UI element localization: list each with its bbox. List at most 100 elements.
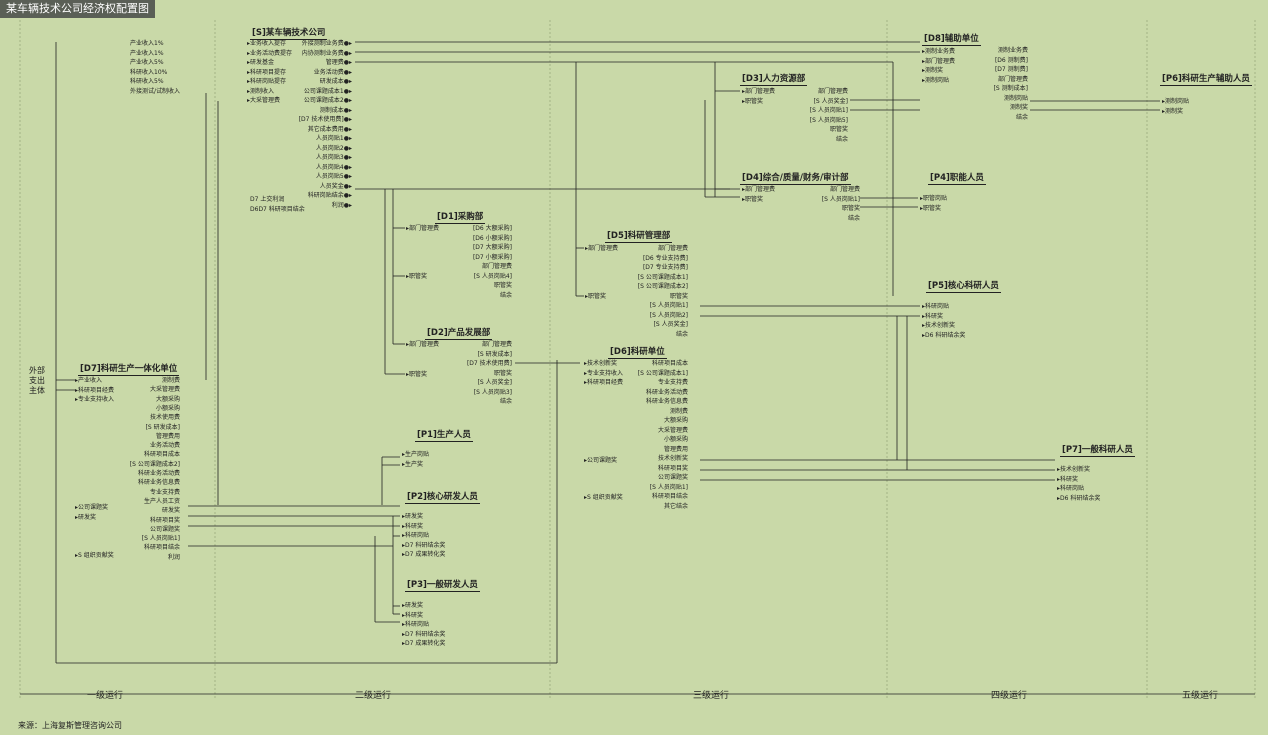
s-right-item: 内协测制业务费●▸: [301, 49, 352, 57]
unit-p1-title: [P1]生产人员: [415, 430, 473, 442]
d5-right-item: [D7 专业支持费]: [642, 264, 688, 271]
d5-right-item: 部门管理费: [657, 245, 688, 252]
s-left-item: ▸科研岗贴提存: [247, 78, 287, 85]
s-right-item: 研发成本●▸: [319, 78, 352, 85]
unit-d4-title: [D4]综合/质量/财务/审计部: [740, 173, 851, 185]
d6-right-item: [S 人员岗贴1]: [649, 483, 688, 491]
d7-right-item: 公司课题奖: [149, 525, 180, 533]
d8-right-item: 测制奖: [1009, 104, 1028, 111]
s-right-item: 外接测制业务费●▸: [301, 40, 352, 47]
d3-right-item: [S 人员岗贴5]: [809, 116, 848, 124]
d7-right-item: 生产人员工资: [143, 497, 180, 505]
d7-right-item: 利润: [167, 553, 180, 561]
d5-right-item: [S 人员岗贴1]: [649, 302, 688, 309]
unit-p3-title: [P3]一般研发人员: [405, 580, 480, 592]
p3-items-item: ▸D7 科研结余奖: [402, 630, 446, 638]
d6-right-item: 科研项目结余: [651, 493, 688, 500]
s-left-item: ▸业务活动费提存: [247, 49, 293, 57]
d6-right-item: 科研项目奖: [657, 464, 688, 472]
d3-right-item: [S 人员奖金]: [813, 97, 848, 105]
d6-right-item: 测制费: [669, 407, 688, 415]
d1-right-item: 部门管理费: [481, 263, 512, 270]
s-right-item: 其它成本费用●▸: [307, 125, 352, 133]
s-bottom-item: D7 上交利润: [250, 196, 285, 203]
unit-p5-title: [P5]核心科研人员: [926, 281, 1001, 293]
d5-right-item: [S 公司课题成本2]: [637, 283, 688, 290]
d3-left-item: ▸部门管理费: [742, 88, 776, 95]
d7-right-item: 技术使用费: [149, 414, 180, 422]
stage-5-label: 五级运行: [1182, 691, 1219, 701]
s-right-item: 人员岗贴5●▸: [315, 173, 352, 180]
d7-left-item: ▸研发奖: [75, 514, 97, 521]
p2-items-item: ▸科研奖: [402, 522, 424, 530]
diagram-title: 某车辆技术公司经济权配置图: [0, 0, 155, 18]
inflows-item: 科研收入5%: [130, 78, 164, 85]
s-right-item: 业务活动费●▸: [313, 68, 352, 76]
d4-left-item: ▸部门管理费: [742, 186, 776, 193]
p2-items-item: ▸科研岗贴: [402, 532, 430, 539]
p7-items-item: ▸科研岗贴: [1057, 485, 1085, 492]
d7-right-item: [S 研发成本]: [145, 423, 180, 431]
p6-items-item: ▸测制奖: [1162, 107, 1184, 115]
d5-right-item: 结余: [675, 330, 688, 338]
s-left-item: ▸测制收入: [247, 87, 275, 95]
p7-items-item: ▸科研奖: [1057, 475, 1079, 483]
d8-left-item: ▸测制奖: [922, 67, 944, 74]
d6-right-item: [S 公司课题成本1]: [637, 369, 688, 377]
s-right-item: [D7 技术使用费]●▸: [298, 116, 352, 123]
external-payer-line: 外部: [29, 366, 45, 375]
p2-items-item: ▸D7 成果转化奖: [402, 551, 446, 558]
d7-right-item: 研发奖: [161, 507, 180, 515]
d2-right-item: [S 研发成本]: [477, 350, 512, 358]
d6-right-item: 小额采购: [663, 436, 688, 443]
d6-left-item: ▸技术创新奖: [584, 360, 618, 367]
d5-right-item: 职管奖: [669, 292, 688, 300]
s-right-item: 测制成本●▸: [319, 106, 352, 114]
d5-right-item: [S 公司课题成本1]: [637, 273, 688, 281]
unit-p4-title: [P4]职能人员: [928, 173, 986, 185]
p3-items-item: ▸D7 成果转化奖: [402, 640, 446, 647]
stage-3-label: 三级运行: [693, 691, 730, 701]
d8-left-item: ▸测制业务费: [922, 48, 956, 55]
p5-items-item: ▸科研岗贴: [922, 303, 950, 310]
p5-items-item: ▸技术创新奖: [922, 322, 956, 329]
s-right-item: 人员岗贴4●▸: [315, 163, 352, 171]
s-right-item: 科研岗贴结余●▸: [307, 192, 352, 199]
d2-left-item: ▸职管奖: [406, 371, 428, 378]
external-payer-label: 外部 支出 主体: [29, 366, 45, 396]
d7-right-item: 管理费用: [155, 432, 180, 440]
p3-items-item: ▸科研岗贴: [402, 621, 430, 628]
d2-right-item: 职管奖: [493, 369, 512, 377]
d3-left-item: ▸职管奖: [742, 97, 764, 105]
stage-4-label: 四级运行: [991, 691, 1028, 701]
d2-right-item: 结余: [499, 398, 512, 405]
s-bottom-item: D6D7 科研项目结余: [250, 206, 305, 213]
d8-right-item: [D7 测制费]: [994, 66, 1028, 73]
d6-left-item: ▸S 组织贡献奖: [584, 494, 623, 501]
p1-items-item: ▸生产岗贴: [402, 451, 430, 458]
d7-right-item: 测制费: [161, 377, 180, 384]
d1-right-item: [D6 小额采购]: [472, 234, 512, 242]
s-left-item: ▸业务收入提存: [247, 40, 287, 47]
d6-left-item: ▸公司课题奖: [584, 457, 618, 464]
unit-d8-title: [D8]辅助单位: [922, 34, 981, 46]
stage-2-label: 二级运行: [355, 691, 392, 701]
p3-items-item: ▸研发奖: [402, 602, 424, 609]
s-right-item: 利润●▸: [331, 201, 352, 209]
d7-right-item: 科研业务活动费: [137, 470, 180, 477]
s-right-item: 公司课题成本2●▸: [303, 97, 352, 104]
unit-p7-title: [P7]一般科研人员: [1060, 445, 1135, 457]
d7-right-item: [S 公司课题成本2]: [129, 460, 180, 468]
d1-right-item: [D7 小额采购]: [472, 253, 512, 261]
s-right-item: 人员岗贴2●▸: [315, 144, 352, 152]
d1-right-item: [D6 大额采购]: [472, 225, 512, 232]
d2-right-item: [S 人员奖金]: [477, 379, 512, 386]
unit-p6-title: [P6]科研生产辅助人员: [1160, 74, 1252, 86]
s-left-item: ▸科研项目提存: [247, 68, 287, 76]
s-right-item: 人员奖金●▸: [319, 182, 352, 190]
d3-right-item: 结余: [835, 135, 848, 143]
d3-right-item: 部门管理费: [817, 88, 848, 95]
s-left-item: ▸研发基金: [247, 59, 275, 66]
unit-s-title: [S]某车辆技术公司: [250, 28, 328, 40]
